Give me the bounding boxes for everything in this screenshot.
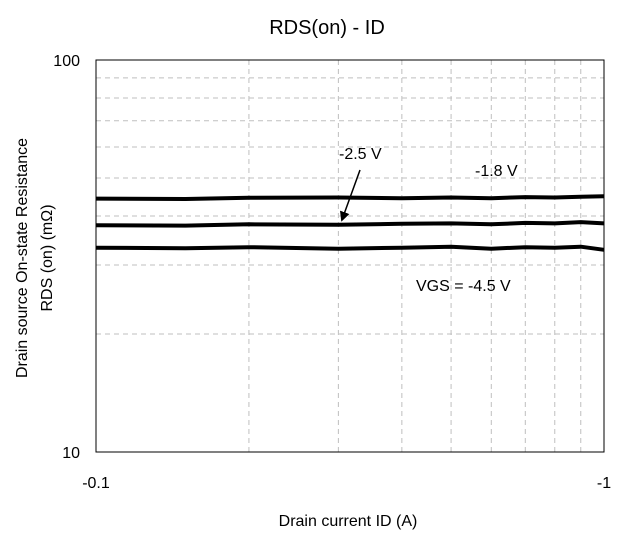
series-line-1 xyxy=(95,220,605,228)
grid xyxy=(96,60,604,452)
x-tick-label: -1 xyxy=(597,475,611,492)
annotations: -2.5 V -1.8 V VGS = -4.5 V xyxy=(339,146,518,295)
y-tick-label: 100 xyxy=(53,53,80,70)
y-axis-label-line1: Drain source On-state Resistance xyxy=(14,138,31,378)
y-axis-label-line2: RDS (on) (mΩ) xyxy=(39,204,56,311)
x-axis-label: Drain current ID (A) xyxy=(279,513,418,530)
series-group xyxy=(95,194,605,252)
annotation-vgs-4-5v: VGS = -4.5 V xyxy=(416,278,511,295)
y-tick-label: 10 xyxy=(62,445,80,462)
chart-title: RDS(on) - ID xyxy=(269,17,385,39)
series-line-0 xyxy=(95,194,605,201)
annotation-1-8v: -1.8 V xyxy=(475,163,518,180)
series-line-2 xyxy=(95,244,605,252)
annotation-2-5v: -2.5 V xyxy=(339,146,382,163)
tick-labels: -0.1 -1 10 100 xyxy=(53,53,611,492)
annotation-arrow xyxy=(339,169,361,222)
x-tick-label: -0.1 xyxy=(82,475,110,492)
plot-frame xyxy=(95,59,605,453)
